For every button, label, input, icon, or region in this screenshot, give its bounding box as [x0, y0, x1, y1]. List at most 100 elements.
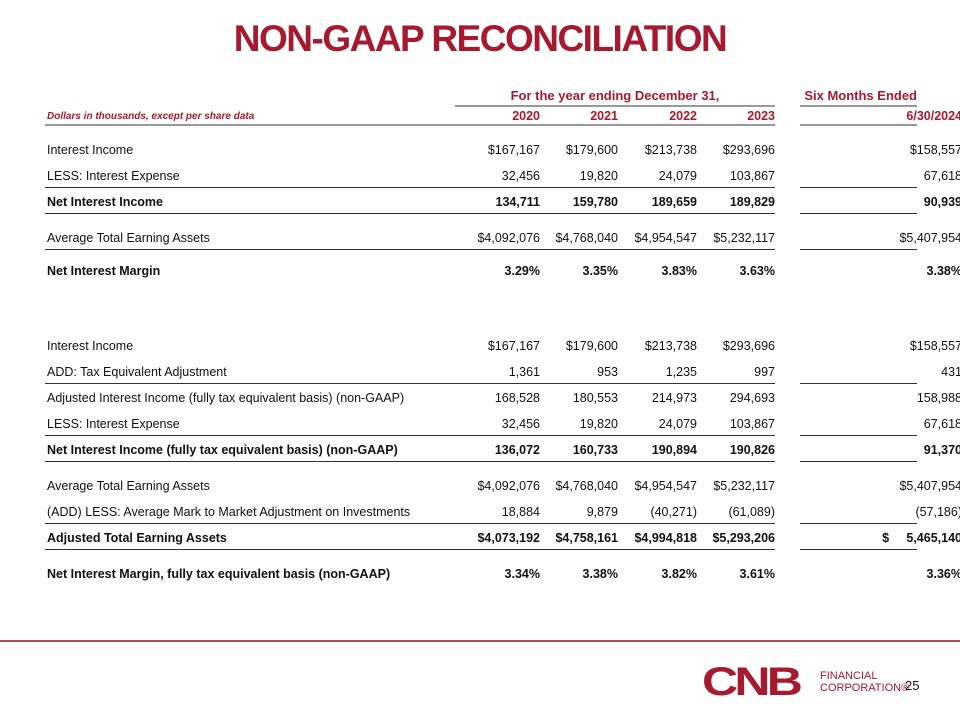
cell-value: $5,232,117 — [713, 231, 775, 245]
cell-value: 168,528 — [494, 391, 540, 405]
cell-value: 190,826 — [729, 443, 775, 457]
cell-value: 3.38% — [582, 567, 618, 581]
row-label: Net Interest Income — [47, 195, 164, 209]
table-row: Net Interest Income 134,711 159,780 189,659… — [45, 189, 960, 215]
row-label: Net Interest Margin, fully tax equivalen… — [47, 567, 391, 581]
table-row: Adjusted Total Earning Assets $4,073,192 $… — [45, 525, 960, 551]
table-row: Interest Income $167,167 $179,600 $213,738 $… — [45, 137, 960, 163]
row-label: Adjusted Interest Income (fully tax equi… — [47, 391, 405, 405]
divider — [45, 435, 775, 436]
cell-value: 134,711 — [495, 195, 541, 209]
cell-value: $167,167 — [487, 143, 540, 157]
divider — [800, 435, 917, 436]
divider — [800, 187, 917, 188]
cell-value: 19,820 — [579, 169, 618, 183]
divider — [45, 187, 775, 188]
cell-value: 67,618 — [923, 169, 960, 183]
table-row: Average Total Earning Assets $4,092,076 $4… — [45, 225, 960, 251]
company-logo: CNB FINANCIAL CORPORATION® — [702, 660, 910, 704]
cell-value: $179,600 — [565, 143, 618, 157]
divider — [45, 249, 775, 250]
cell-value: 103,867 — [729, 417, 775, 431]
cell-value: 90,939 — [923, 195, 960, 209]
cell-value: (61,089) — [728, 505, 775, 519]
cell-value: $4,768,040 — [555, 231, 618, 245]
cell-value: (40,271) — [650, 505, 697, 519]
divider — [45, 383, 775, 384]
cell-value: 3.63% — [739, 264, 775, 278]
row-label: Net Interest Margin — [47, 264, 161, 278]
cell-value: (57,186) — [915, 505, 960, 519]
cell-value: $4,768,040 — [555, 479, 618, 493]
six-months-header: Six Months Ended — [800, 88, 917, 107]
cell-value: 1,361 — [508, 365, 540, 379]
cell-value: 9,879 — [586, 505, 618, 519]
cell-value: $4,092,076 — [477, 479, 540, 493]
row-label: Interest Income — [47, 143, 134, 157]
divider — [45, 549, 775, 550]
row-label: LESS: Interest Expense — [47, 417, 180, 431]
cell-value: $167,167 — [487, 339, 540, 353]
divider — [800, 213, 917, 214]
row-label: Average Total Earning Assets — [47, 231, 210, 245]
cell-value: 136,072 — [494, 443, 540, 457]
cell-value: $213,738 — [644, 143, 697, 157]
table-row: LESS: Interest Expense 32,456 19,820 24,079… — [45, 163, 960, 189]
table-row: Adjusted Interest Income (fully tax equi… — [45, 385, 960, 411]
cell-value: $5,293,206 — [712, 531, 775, 545]
divider — [45, 124, 775, 126]
table-row: Interest Income $167,167 $179,600 $213,738 $… — [45, 333, 960, 359]
cell-value: 953 — [597, 365, 618, 379]
cell-value: $293,696 — [722, 143, 775, 157]
cell-value: $158,557 — [909, 339, 960, 353]
cell-value: 189,829 — [729, 195, 775, 209]
divider — [800, 549, 917, 550]
cell-value: $5,232,117 — [713, 479, 775, 493]
cell-value: 3.36% — [926, 567, 960, 581]
cell-value: 3.34% — [504, 567, 540, 581]
row-label: Net Interest Income (fully tax equivalen… — [47, 443, 398, 457]
units-note: Dollars in thousands, except per share d… — [47, 110, 255, 122]
cell-value: 1,235 — [665, 365, 697, 379]
cell-value: 3.38% — [926, 264, 960, 278]
cell-value: 32,456 — [501, 169, 540, 183]
column-header-row: Dollars in thousands, except per share d… — [45, 103, 960, 129]
cell-value: 24,079 — [658, 169, 697, 183]
cell-value: $5,407,954 — [899, 479, 960, 493]
cell-value: $293,696 — [722, 339, 775, 353]
col-2021: 2021 — [590, 109, 618, 123]
cell-value: $179,600 — [565, 339, 618, 353]
page-title: NON-GAAP RECONCILIATION — [233, 18, 728, 59]
divider — [800, 124, 917, 126]
divider — [45, 461, 775, 462]
cell-value: 18,884 — [501, 505, 540, 519]
cell-value: $5,407,954 — [899, 231, 960, 245]
footer-divider — [0, 640, 960, 642]
cell-value: $4,994,818 — [634, 531, 697, 545]
table-row: Net Interest Margin 3.29% 3.35% 3.83% 3.63% 3… — [45, 258, 960, 284]
cell-value: 19,820 — [579, 417, 618, 431]
cell-value: 3.82% — [661, 567, 697, 581]
cell-value: 997 — [754, 365, 775, 379]
cell-value: $ 5,465,140 — [882, 531, 960, 545]
row-label: (ADD) LESS: Average Mark to Market Adjus… — [47, 505, 411, 519]
cell-value: $4,954,547 — [634, 231, 697, 245]
cell-value: 103,867 — [729, 169, 775, 183]
cell-value: 189,659 — [651, 195, 697, 209]
table-row: LESS: Interest Expense 32,456 19,820 24,079… — [45, 411, 960, 437]
divider — [800, 383, 917, 384]
cell-value: $4,092,076 — [477, 231, 540, 245]
row-label: Interest Income — [47, 339, 134, 353]
cell-value: 3.35% — [582, 264, 618, 278]
divider — [45, 213, 775, 214]
row-label: Average Total Earning Assets — [47, 479, 210, 493]
cell-value: 32,456 — [501, 417, 540, 431]
divider — [45, 523, 775, 524]
divider — [800, 523, 917, 524]
cell-value: 3.29% — [504, 264, 540, 278]
table-row: ADD: Tax Equivalent Adjustment 1,361 953 1,… — [45, 359, 960, 385]
col-2020: 2020 — [512, 109, 540, 123]
cell-value: 3.61% — [739, 567, 775, 581]
cell-value: 214,973 — [651, 391, 697, 405]
cell-value: 91,370 — [923, 443, 960, 457]
